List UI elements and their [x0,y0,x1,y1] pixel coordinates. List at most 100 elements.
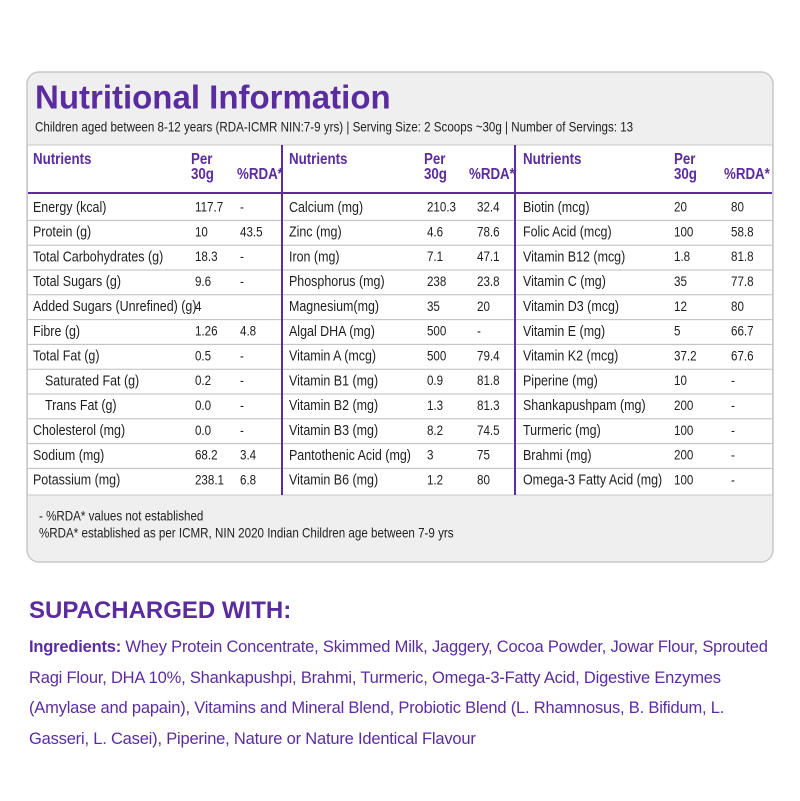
nutrient-name: Total Fat (g) [33,348,99,364]
nutrient-name: Phosphorus (mg) [289,273,385,289]
nutrient-value: - [240,423,244,438]
column-header: %RDA* [469,166,515,183]
nutrient-value: - [731,373,735,388]
nutrient-value: 37.2 [674,349,697,364]
nutrient-name: Zinc (mg) [289,224,342,240]
nutrient-value: 74.5 [477,423,500,438]
nutrient-value: 32.4 [477,200,500,215]
nutrient-value: 100 [674,423,693,438]
nutrient-value: 238.1 [195,473,224,488]
nutrient-value: 9.6 [195,274,211,289]
nutrient-value: 0.5 [195,349,211,364]
section-title: SUPACHARGED WITH: [29,597,292,624]
nutrient-value: 79.4 [477,349,500,364]
nutrient-value: 0.0 [195,423,211,438]
column-header: %RDA* [237,166,283,183]
nutrient-value: 4.8 [240,324,256,339]
nutrient-value: 1.3 [427,398,443,413]
nutrient-value: 6.8 [240,473,256,488]
nutrient-value: 3.4 [240,448,256,463]
nutrient-value: 81.3 [477,398,500,413]
column-header: Per [191,151,213,168]
ingredients: Ingredients: Whey Protein Concentrate, S… [29,632,774,754]
nutrition-card: Nutritional Information Children aged be… [26,71,774,563]
nutrient-name: Brahmi (mg) [523,447,592,463]
nutrient-value: 58.8 [731,225,754,240]
nutrient-value: 75 [477,448,490,463]
nutrient-name: Vitamin E (mg) [523,323,605,339]
nutrient-name: Saturated Fat (g) [45,373,139,389]
nutrient-value: 4 [195,299,201,314]
ingredients-label: Ingredients: [29,638,122,656]
nutrient-value: - [731,473,735,488]
nutrient-value: 81.8 [731,249,754,264]
nutrient-value: 20 [477,299,490,314]
footnote: %RDA* established as per ICMR, NIN 2020 … [39,526,454,541]
nutrient-name: Vitamin B12 (mcg) [523,249,625,265]
column-header: Nutrients [33,151,91,168]
nutrient-value: 80 [731,200,744,215]
nutrient-value: 8.2 [427,423,443,438]
nutrient-value: 210.3 [427,200,456,215]
nutrient-value: 0.9 [427,373,443,388]
nutrient-value: 100 [674,225,693,240]
nutrient-value: 10 [674,373,687,388]
nutrient-name: Trans Fat (g) [45,397,117,413]
nutrient-name: Vitamin B1 (mg) [289,373,378,389]
nutrient-name: Fibre (g) [33,323,80,339]
nutrient-name: Magnesium(mg) [289,298,379,314]
nutrient-name: Vitamin B6 (mg) [289,472,378,488]
column-header: 30g [191,166,214,183]
nutrient-name: Turmeric (mg) [523,422,601,438]
nutrient-value: 81.8 [477,373,500,388]
nutrient-name: Iron (mg) [289,249,340,265]
nutrient-value: 10 [195,225,208,240]
nutrient-value: - [731,423,735,438]
nutrient-name: Shankapushpam (mg) [523,397,646,413]
nutrient-value: 0.0 [195,398,211,413]
column-header: Nutrients [289,151,347,168]
nutrient-value: 200 [674,448,693,463]
nutrient-value: 80 [477,473,490,488]
column-header: Per [424,151,446,168]
nutrient-name: Sodium (mg) [33,447,104,463]
nutrient-value: 1.2 [427,473,443,488]
nutrient-name: Total Carbohydrates (g) [33,249,163,265]
nutrient-value: - [240,349,244,364]
nutrient-value: - [240,274,244,289]
column-header: %RDA* [724,166,770,183]
nutrient-value: - [240,398,244,413]
column-header: 30g [424,166,447,183]
column-header: 30g [674,166,697,183]
nutrient-value: 100 [674,473,693,488]
nutrient-name: Added Sugars (Unrefined) (g) [33,298,196,314]
nutrient-value: - [731,448,735,463]
nutrient-name: Total Sugars (g) [33,273,121,289]
nutrient-value: 4.6 [427,225,443,240]
nutrient-name: Energy (kcal) [33,199,106,215]
nutrient-name: Vitamin B2 (mg) [289,397,378,413]
nutrient-value: - [240,200,244,215]
column-header: Nutrients [523,151,581,168]
nutrient-value: 23.8 [477,274,500,289]
nutrient-value: - [240,373,244,388]
nutrient-value: 5 [674,324,680,339]
nutrient-value: 1.26 [195,324,218,339]
nutrient-value: 66.7 [731,324,754,339]
nutrient-value: 7.1 [427,249,443,264]
nutrient-value: 68.2 [195,448,218,463]
nutrient-name: Omega-3 Fatty Acid (mg) [523,472,662,488]
nutrient-name: Vitamin D3 (mcg) [523,298,619,314]
nutrient-value: 500 [427,349,446,364]
nutrient-value: 500 [427,324,446,339]
nutrient-value: 1.8 [674,249,690,264]
subtitle: Children aged between 8-12 years (RDA-IC… [35,120,633,135]
nutrient-value: 20 [674,200,687,215]
nutrient-name: Vitamin K2 (mcg) [523,348,618,364]
nutrient-value: 47.1 [477,249,500,264]
nutrient-value: 35 [427,299,440,314]
nutrient-name: Vitamin A (mcg) [289,348,376,364]
nutrient-value: 77.8 [731,274,754,289]
title: Nutritional Information [35,79,391,116]
